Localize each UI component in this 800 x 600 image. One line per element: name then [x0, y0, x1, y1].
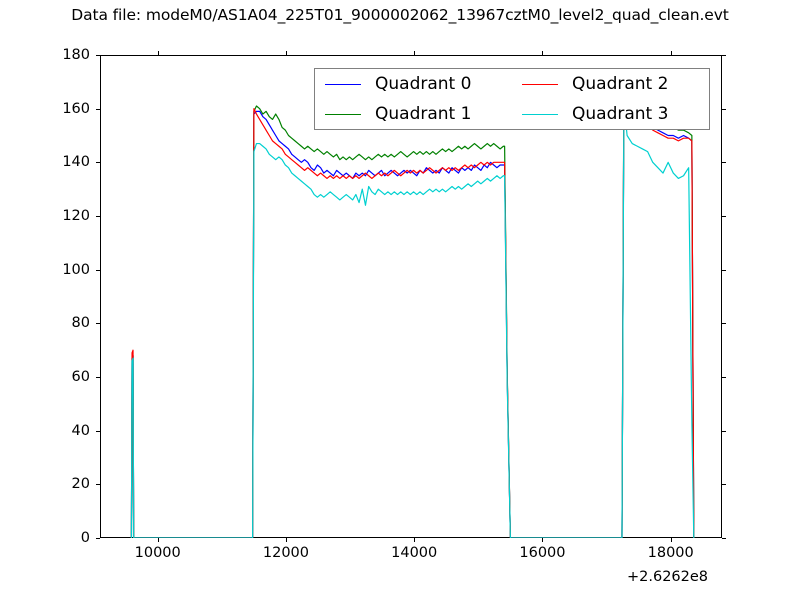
y-tick-label: 120: [62, 208, 90, 224]
y-tick-label: 140: [62, 154, 90, 171]
x-tick-label: 16000: [519, 545, 566, 561]
y-tick-mark: [96, 162, 100, 164]
x-tick-mark-top: [285, 51, 287, 55]
legend-swatch-quadrant-2: [522, 83, 558, 85]
series-line: [131, 103, 693, 538]
legend-entry-quadrant-2: Quadrant 2: [512, 69, 709, 99]
x-axis-offset-label: +2.6262e8: [627, 569, 709, 585]
legend-entry-quadrant-1: Quadrant 1: [315, 99, 512, 129]
y-tick-label: 0: [80, 530, 90, 546]
series-line: [131, 82, 693, 538]
legend-entry-quadrant-3: Quadrant 3: [512, 99, 709, 129]
plot-area: [96, 51, 726, 542]
x-tick-mark-top: [157, 51, 159, 55]
y-tick-mark: [96, 323, 100, 325]
x-tick-mark: [285, 538, 287, 542]
y-tick-mark-right: [722, 484, 726, 486]
y-tick-mark-right: [722, 216, 726, 217]
x-tick-mark: [542, 538, 544, 542]
y-tick-mark: [96, 484, 100, 486]
x-tick-label: 18000: [647, 545, 694, 561]
legend: Quadrant 0 Quadrant 2 Quadrant 1 Quadran…: [314, 68, 710, 130]
y-tick-mark-right: [722, 377, 726, 378]
y-tick-mark-right: [722, 108, 726, 110]
legend-label-quadrant-3: Quadrant 3: [572, 104, 669, 124]
y-tick-mark: [96, 55, 100, 56]
y-tick-label: 60: [71, 369, 90, 385]
legend-label-quadrant-2: Quadrant 2: [572, 74, 669, 94]
x-tick-mark-top: [414, 51, 416, 55]
series-line: [131, 90, 693, 538]
chart-title: Data file: modeM0/AS1A04_225T01_90000020…: [71, 6, 729, 24]
plot-frame: [100, 55, 722, 538]
y-tick-mark-right: [722, 162, 726, 164]
legend-swatch-quadrant-1: [325, 113, 361, 115]
series-line: [131, 93, 693, 538]
y-tick-mark-right: [722, 55, 726, 56]
y-tick-label: 80: [71, 315, 90, 332]
legend-swatch-quadrant-0: [325, 83, 361, 85]
y-tick-mark: [96, 108, 100, 110]
y-tick-mark-right: [722, 269, 726, 271]
legend-swatch-quadrant-3: [522, 113, 558, 115]
y-tick-mark-right: [722, 430, 726, 432]
y-tick-mark: [96, 216, 100, 217]
x-tick-mark-top: [542, 51, 544, 55]
x-tick-mark: [670, 538, 672, 542]
x-tick-label: 12000: [262, 545, 310, 561]
y-tick-label: 100: [62, 261, 90, 278]
legend-entry-quadrant-0: Quadrant 0: [315, 69, 512, 99]
y-tick-mark-right: [722, 323, 726, 325]
y-tick-label: 40: [71, 422, 90, 439]
legend-label-quadrant-0: Quadrant 0: [375, 74, 472, 94]
x-tick-mark-top: [670, 51, 672, 55]
legend-label-quadrant-1: Quadrant 1: [375, 104, 472, 124]
y-tick-mark: [96, 377, 100, 378]
x-tick-label: 10000: [134, 545, 181, 561]
x-tick-label: 14000: [391, 545, 438, 561]
y-tick-label: 180: [62, 47, 90, 63]
y-tick-label: 160: [62, 100, 90, 117]
x-tick-mark: [414, 538, 416, 542]
x-tick-mark: [157, 538, 159, 542]
y-tick-mark-right: [722, 538, 726, 539]
y-tick-mark: [96, 269, 100, 271]
y-tick-mark: [96, 430, 100, 432]
y-tick-mark: [96, 538, 100, 539]
data-series-layer: [100, 55, 722, 538]
y-tick-label: 20: [71, 476, 90, 493]
